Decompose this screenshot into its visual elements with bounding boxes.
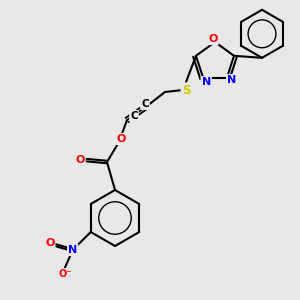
- Text: N: N: [202, 77, 211, 87]
- Text: O: O: [116, 134, 126, 144]
- Text: O: O: [208, 34, 218, 44]
- Text: O: O: [75, 155, 85, 165]
- Text: N: N: [68, 245, 77, 255]
- Text: C: C: [141, 99, 149, 109]
- Text: O⁻: O⁻: [58, 269, 71, 279]
- Text: O: O: [45, 238, 54, 248]
- Text: N: N: [227, 75, 236, 85]
- Text: C: C: [130, 111, 138, 121]
- Text: S: S: [182, 83, 190, 97]
